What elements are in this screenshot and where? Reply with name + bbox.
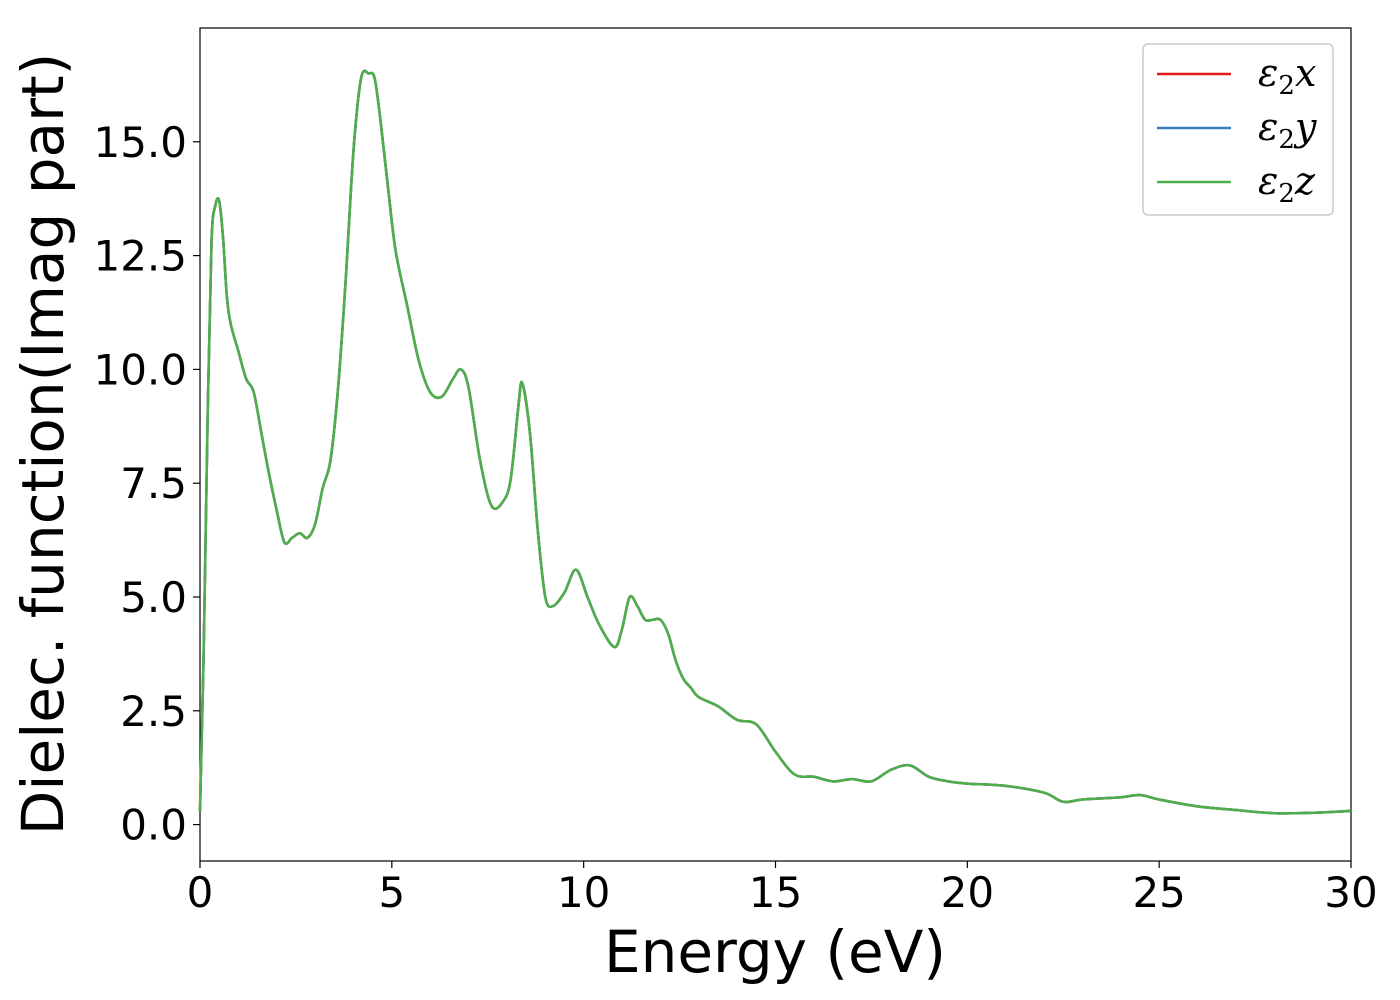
y-tick-label: 12.5 xyxy=(93,232,187,281)
legend-box xyxy=(1142,43,1334,216)
x-tick-label: 5 xyxy=(378,868,405,917)
x-tick-label: 20 xyxy=(941,868,994,917)
y-tick-label: 10.0 xyxy=(93,345,187,394)
x-axis-ticks: 0 5 10 15 20 25 30 xyxy=(187,861,1378,917)
x-tick-label: 25 xyxy=(1132,868,1185,917)
legend-label-z: ε2z xyxy=(1258,159,1316,209)
y-tick-label: 5.0 xyxy=(120,573,187,622)
y-tick-label: 2.5 xyxy=(120,687,187,736)
y-axis-ticks: 0.0 2.5 5.0 7.5 10.0 12.5 15.0 xyxy=(93,118,200,850)
legend-label-y: ε2y xyxy=(1258,105,1317,155)
y-tick-label: 0.0 xyxy=(120,801,187,850)
x-axis-label: Energy (eV) xyxy=(604,918,946,986)
x-tick-label: 15 xyxy=(749,868,802,917)
legend-label-x: ε2x xyxy=(1258,51,1316,101)
x-tick-label: 0 xyxy=(187,868,214,917)
series-line-z xyxy=(198,69,1352,815)
x-tick-label: 10 xyxy=(557,868,610,917)
y-tick-label: 15.0 xyxy=(93,118,187,167)
series-layer xyxy=(198,69,1352,815)
y-tick-label: 7.5 xyxy=(120,459,187,508)
x-tick-label: 30 xyxy=(1324,868,1377,917)
y-axis-label: Dielec. function(Imag part) xyxy=(9,53,77,836)
